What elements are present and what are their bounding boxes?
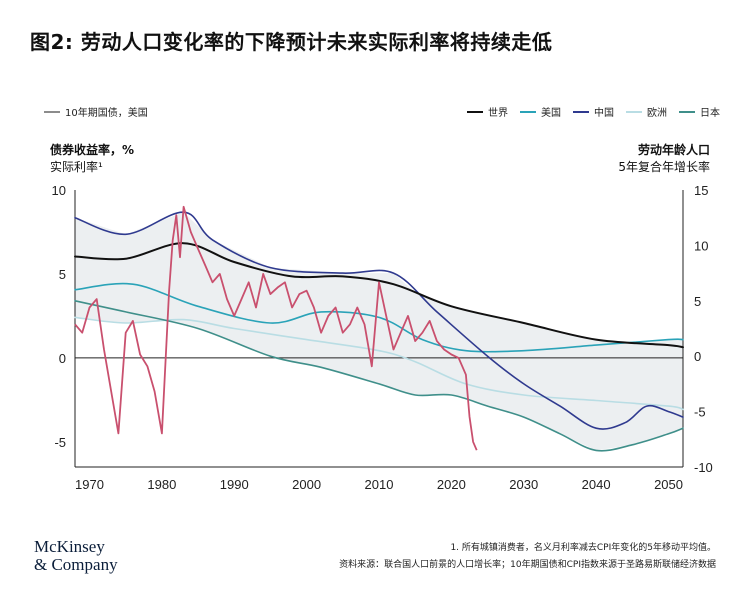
right-tick-label: 5 bbox=[694, 294, 701, 309]
series-line-中国 bbox=[74, 211, 684, 430]
source-note: 资料来源：联合国人口前景的人口增长率；10年期国债和CPI指数来源于圣路易斯联储… bbox=[339, 560, 716, 570]
x-tick-label: 2020 bbox=[437, 477, 466, 492]
series-line-日本 bbox=[74, 300, 684, 452]
right-tick-label: -5 bbox=[694, 405, 706, 420]
legend-item-china: 中国 bbox=[573, 104, 614, 119]
legend-swatch bbox=[626, 110, 642, 113]
right-tick-label: 10 bbox=[694, 238, 708, 253]
left-tick-label: 5 bbox=[59, 267, 66, 282]
series-line-欧洲 bbox=[74, 316, 684, 411]
left-axis-title-sub: 实际利率¹ bbox=[50, 160, 103, 174]
left-tick-label: -5 bbox=[54, 435, 66, 450]
legend-item-us: 美国 bbox=[520, 104, 561, 119]
right-axis-title: 劳动年龄人口 5年复合年增长率 bbox=[618, 142, 710, 176]
x-tick-label: 1980 bbox=[147, 477, 176, 492]
legend-population: 世界 美国 中国 欧洲 日本 bbox=[467, 104, 720, 119]
legend-swatch bbox=[520, 110, 536, 113]
series-line-us-real-rate bbox=[74, 205, 478, 451]
x-tick-label: 2030 bbox=[509, 477, 538, 492]
x-tick-label: 2000 bbox=[292, 477, 321, 492]
x-tick-label: 2010 bbox=[365, 477, 394, 492]
series-line-美国 bbox=[74, 282, 684, 353]
legend-item-japan: 日本 bbox=[679, 104, 720, 119]
series-line-世界 bbox=[74, 242, 684, 349]
legend-label: 世界 bbox=[488, 108, 508, 119]
x-tick-label: 2050 bbox=[654, 477, 683, 492]
mckinsey-logo: McKinsey & Company bbox=[34, 538, 118, 574]
legend-item-europe: 欧洲 bbox=[626, 104, 667, 119]
notes: 1. 所有城镇消费者，名义月利率减去CPI年变化的5年移动平均值。 资料来源：联… bbox=[339, 540, 716, 574]
legend-swatch bbox=[44, 110, 60, 113]
legend-label: 欧洲 bbox=[647, 108, 667, 119]
legend-item-world: 世界 bbox=[467, 104, 508, 119]
x-tick-label: 1990 bbox=[220, 477, 249, 492]
legend-label: 日本 bbox=[700, 108, 720, 119]
x-tick-label: 2040 bbox=[582, 477, 611, 492]
logo-line-2: & Company bbox=[34, 555, 118, 574]
right-tick-label: -10 bbox=[694, 460, 713, 475]
right-axis-title-main: 劳动年龄人口 bbox=[637, 143, 710, 157]
left-tick-label: 10 bbox=[52, 183, 66, 198]
legend-label: 10年期国债，美国 bbox=[65, 108, 148, 119]
legend-label: 中国 bbox=[594, 108, 614, 119]
legend-swatch bbox=[467, 110, 483, 113]
x-tick-label: 1970 bbox=[75, 477, 104, 492]
right-axis-title-sub: 5年复合年增长率 bbox=[618, 160, 710, 174]
right-tick-label: 15 bbox=[694, 183, 708, 198]
left-tick-label: 0 bbox=[59, 351, 66, 366]
footnote: 1. 所有城镇消费者，名义月利率减去CPI年变化的5年移动平均值。 bbox=[450, 543, 716, 553]
legend-swatch bbox=[573, 110, 589, 113]
right-tick-label: 0 bbox=[694, 349, 701, 364]
left-axis-title: 债券收益率，% 实际利率¹ bbox=[50, 142, 134, 176]
logo-line-1: McKinsey bbox=[34, 537, 105, 556]
legend-label: 美国 bbox=[541, 108, 561, 119]
left-axis-title-main: 债券收益率，% bbox=[50, 143, 135, 157]
legend-us-treasury: 10年期国债，美国 bbox=[44, 104, 148, 119]
population-range-band bbox=[75, 212, 683, 451]
legend-swatch bbox=[679, 110, 695, 113]
chart-title: 图2: 劳动人口变化率的下降预计未来实际利率将持续走低 bbox=[30, 30, 553, 54]
